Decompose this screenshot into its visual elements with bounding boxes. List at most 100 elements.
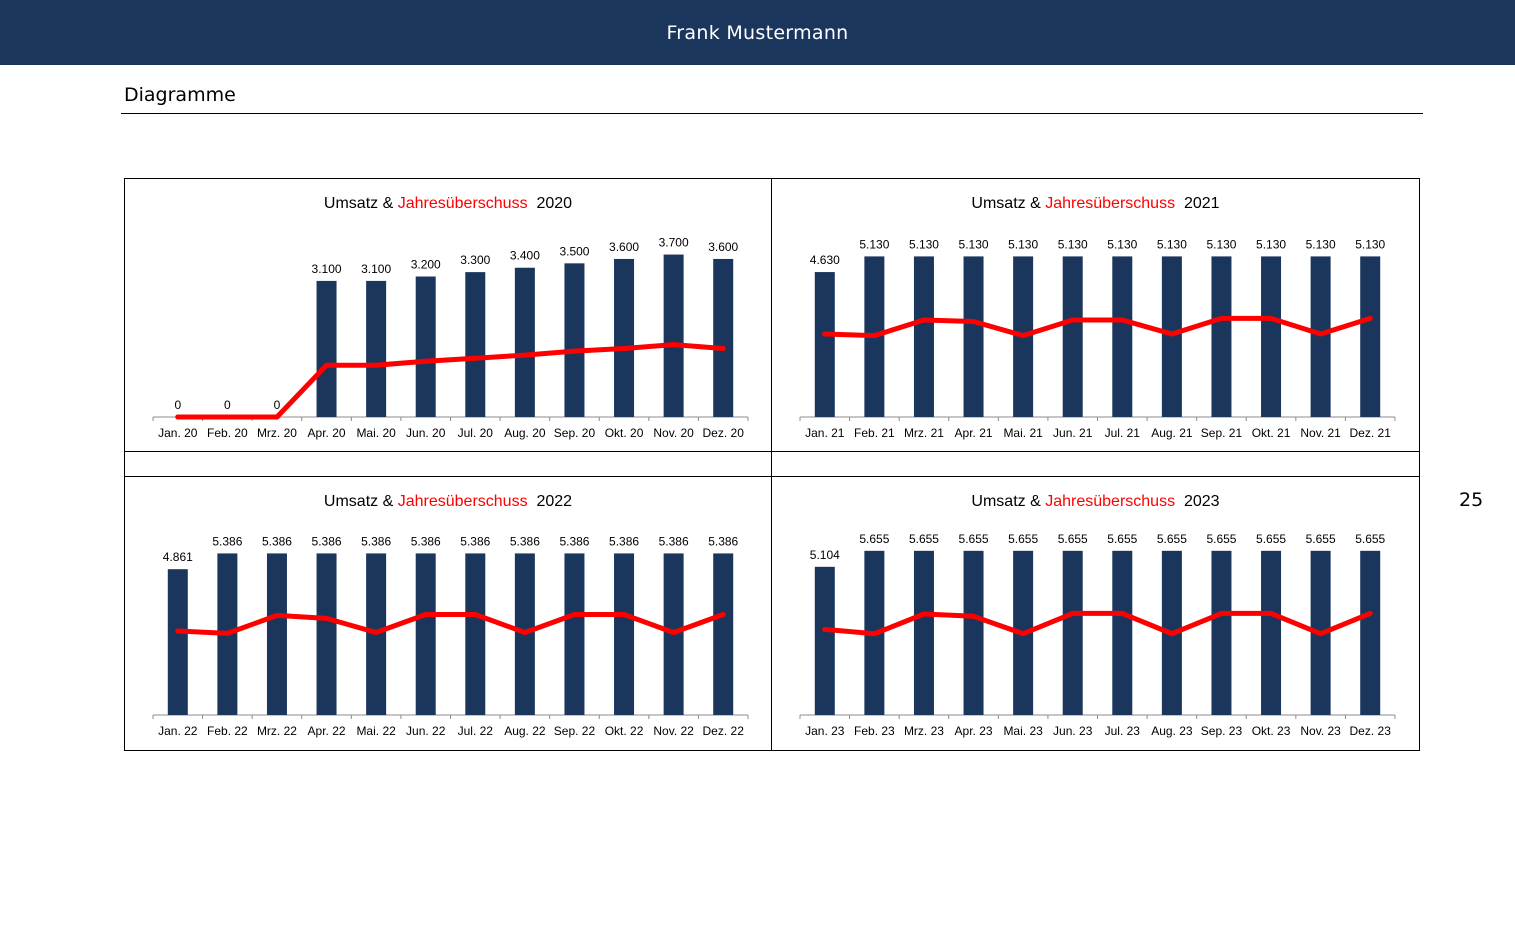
data-label: 5.130 (1206, 237, 1236, 251)
line-point-jahresueberschuss (1367, 315, 1373, 321)
line-point-jahresueberschuss (1169, 331, 1175, 337)
line-point-jahresueberschuss (175, 414, 181, 420)
bar-umsatz (1062, 550, 1083, 715)
chart-title: Umsatz & Jahresüberschuss 2020 (125, 195, 771, 213)
x-tick-label: Apr. 23 (955, 724, 993, 738)
x-tick-label: Okt. 21 (1252, 426, 1291, 440)
line-point-jahresueberschuss (871, 333, 877, 339)
data-label: 3.600 (609, 240, 639, 254)
data-label: 3.400 (510, 249, 540, 263)
data-label: 5.386 (510, 534, 540, 548)
chart-title-jahres: Jahresüberschuss (397, 195, 528, 212)
x-tick-label: Jul. 23 (1105, 724, 1141, 738)
bar-umsatz (963, 550, 984, 715)
bar-umsatz (663, 254, 684, 417)
bar-umsatz (1310, 256, 1331, 417)
data-label: 5.130 (859, 237, 889, 251)
line-point-jahresueberschuss (971, 613, 977, 619)
bar-umsatz (913, 550, 934, 715)
section-rule (121, 113, 1423, 114)
x-tick-label: Aug. 20 (504, 426, 546, 440)
line-point-jahresueberschuss (1367, 610, 1373, 616)
x-tick-label: Jan. 22 (158, 724, 198, 738)
x-tick-label: Feb. 20 (207, 426, 248, 440)
chart-title-umsatz: Umsatz (971, 195, 1026, 212)
chart-title-jahres: Jahresüberschuss (397, 493, 528, 510)
header-bar: Frank Mustermann (0, 0, 1515, 65)
bar-umsatz (167, 569, 188, 715)
data-label: 0 (174, 398, 181, 412)
line-point-jahresueberschuss (871, 631, 877, 637)
line-point-jahresueberschuss (571, 612, 577, 617)
line-point-jahresueberschuss (1218, 315, 1224, 321)
line-point-jahresueberschuss (423, 612, 429, 617)
line-point-jahresueberschuss (224, 414, 230, 420)
bar-umsatz (415, 276, 436, 417)
x-tick-label: Jan. 23 (805, 724, 845, 738)
x-tick-label: Dez. 22 (703, 724, 745, 738)
bar-umsatz (614, 258, 635, 417)
bar-umsatz (514, 267, 535, 417)
chart-2021: Umsatz & Jahresüberschuss 2021 4.630 Jan.… (772, 179, 1419, 451)
data-label: 5.104 (810, 548, 840, 562)
bar-umsatz (465, 553, 486, 715)
x-tick-label: Jun. 23 (1053, 724, 1093, 738)
data-label: 5.130 (1107, 237, 1137, 251)
x-tick-label: Jun. 21 (1053, 426, 1093, 440)
line-point-jahresueberschuss (822, 626, 828, 632)
section-title: Diagramme (124, 84, 236, 106)
line-point-jahresueberschuss (472, 612, 478, 617)
x-tick-label: Nov. 20 (653, 426, 694, 440)
line-point-jahresueberschuss (971, 319, 977, 325)
line-point-jahresueberschuss (373, 630, 379, 635)
bar-umsatz (415, 553, 436, 715)
line-point-jahresueberschuss (1070, 317, 1076, 323)
line-point-jahresueberschuss (1020, 631, 1026, 637)
line-jahresueberschuss (822, 315, 1373, 339)
chart-title: Umsatz & Jahresüberschuss 2023 (772, 493, 1419, 511)
chart-svg-2023: 5.104 Jan. 23 5.655 Feb. 23 5.655 Mrz. 23 5.65… (799, 532, 1396, 738)
line-point-jahresueberschuss (1020, 333, 1026, 339)
line-point-jahresueberschuss (274, 414, 280, 420)
line-point-jahresueberschuss (720, 346, 726, 352)
chart-title-year: 2022 (536, 493, 573, 510)
chart-grid-frame (124, 178, 1420, 751)
bar-umsatz (913, 256, 934, 417)
bar-umsatz (614, 553, 635, 715)
bar-umsatz (1360, 550, 1381, 715)
chart-title-amp: & (1030, 493, 1041, 510)
chart-grid-divider-vertical (771, 178, 772, 751)
data-label: 5.655 (1157, 532, 1187, 546)
chart-title-umsatz: Umsatz (971, 493, 1026, 510)
x-tick-label: Apr. 20 (308, 426, 346, 440)
data-label: 3.700 (659, 236, 689, 250)
x-tick-label: Jun. 22 (406, 724, 446, 738)
bar-umsatz (1261, 550, 1282, 715)
bar-umsatz (316, 280, 337, 417)
line-point-jahresueberschuss (324, 615, 330, 621)
x-tick-label: Okt. 22 (605, 724, 644, 738)
chart-title-jahres: Jahresüberschuss (1045, 493, 1176, 510)
header-title: Frank Mustermann (666, 21, 849, 44)
line-point-jahresueberschuss (671, 342, 677, 348)
bar-umsatz (1062, 256, 1083, 417)
line-point-jahresueberschuss (921, 611, 927, 617)
x-tick-label: Sep. 21 (1201, 426, 1243, 440)
x-tick-label: Dez. 20 (703, 426, 745, 440)
data-label: 4.630 (810, 253, 840, 267)
bar-umsatz (266, 553, 287, 715)
line-point-jahresueberschuss (1119, 610, 1125, 616)
chart-title: Umsatz & Jahresüberschuss 2022 (125, 493, 771, 511)
x-tick-label: Jan. 21 (805, 426, 845, 440)
data-label: 5.130 (1157, 237, 1187, 251)
data-label: 5.655 (959, 532, 989, 546)
data-label: 5.130 (1058, 237, 1088, 251)
x-tick-label: Nov. 23 (1300, 724, 1341, 738)
x-tick-label: Nov. 21 (1300, 426, 1341, 440)
line-point-jahresueberschuss (822, 331, 828, 337)
line-point-jahresueberschuss (621, 346, 627, 352)
line-point-jahresueberschuss (1070, 610, 1076, 616)
data-label: 5.130 (1256, 237, 1286, 251)
data-label: 5.386 (262, 534, 292, 548)
line-jahresueberschuss (822, 610, 1373, 637)
